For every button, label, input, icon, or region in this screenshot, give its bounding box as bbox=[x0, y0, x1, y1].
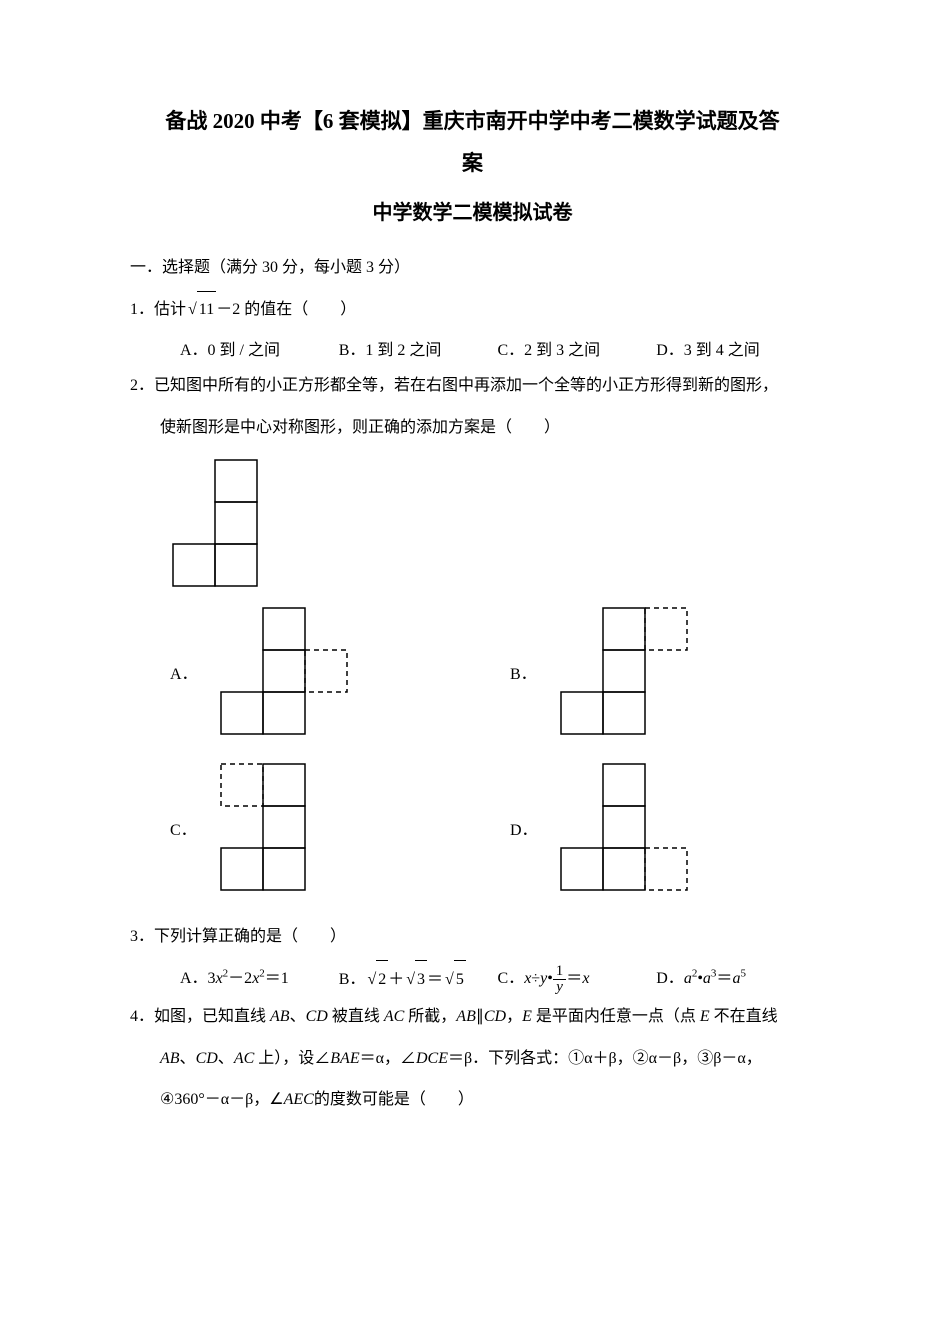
q4-l1-t2: 被直线 bbox=[328, 1008, 384, 1025]
q3C-pre: C． bbox=[498, 970, 525, 987]
q1-stem-prefix: 1．估计 bbox=[130, 301, 186, 318]
q3B-sqrt1: 2 bbox=[365, 960, 388, 999]
main-title: 备战 2020 中考【6 套模拟】重庆市南开中学中考二模数学试题及答 bbox=[130, 100, 815, 142]
q2-colA: A． bbox=[130, 607, 470, 737]
q1-optB: B．1 到 2 之间 bbox=[339, 333, 498, 368]
q3B-sqrt3: 5 bbox=[443, 960, 466, 999]
q3-optD: D．a2•a3＝a5 bbox=[656, 960, 815, 999]
q4-l1-t1: 、 bbox=[290, 1008, 306, 1025]
q2-colB: B． bbox=[470, 607, 730, 737]
q4-l1-t5: 是平面内任意一点（点 bbox=[532, 1008, 700, 1025]
q4-l1-cd2: CD bbox=[484, 1008, 506, 1025]
q2-colD: D． bbox=[470, 763, 730, 893]
question-4-l1: 4．如图，已知直线 AB、CD 被直线 AC 所截，AB∥CD，E 是平面内任意… bbox=[130, 999, 815, 1034]
q2-figD bbox=[560, 763, 730, 893]
q4-l2-cd: CD bbox=[196, 1050, 218, 1067]
q2-colC: C． bbox=[130, 763, 470, 893]
q2-row-ab: A． B． bbox=[130, 607, 815, 737]
q1-radicand: 11 bbox=[197, 291, 216, 327]
q4-l1-t6: 不在直线 bbox=[710, 1008, 778, 1025]
q2-figA bbox=[220, 607, 390, 737]
q4-l1-ab: AB bbox=[270, 1008, 290, 1025]
q4-l1-pre: 4．如图，已知直线 bbox=[130, 1008, 270, 1025]
q4-l1-ab2: AB bbox=[456, 1008, 476, 1025]
subtitle: 中学数学二模模拟试卷 bbox=[130, 196, 815, 225]
sqrt-icon: 11 bbox=[186, 291, 216, 327]
question-1: 1．估计 11－2 的值在（ ） bbox=[130, 291, 815, 327]
question-2: 2．已知图中所有的小正方形都全等，若在右图中再添加一个全等的小正方形得到新的图形… bbox=[130, 368, 815, 403]
q3B-pre: B． bbox=[339, 971, 366, 988]
q3-optB: B． 2＋ 3＝ 5 bbox=[339, 960, 498, 999]
q3B-eq: ＝ bbox=[427, 971, 443, 988]
question-4-l2: AB、CD、AC 上），设∠BAE＝α，∠DCE＝β．下列各式：①α＋β，②α－… bbox=[130, 1041, 815, 1076]
q3D-pre: D． bbox=[656, 970, 684, 987]
q2-labelA: A． bbox=[130, 660, 220, 684]
q4-l3-pre: ④360°－α－β，∠ bbox=[160, 1091, 284, 1108]
q2-labelD: D． bbox=[470, 816, 560, 840]
q1-optC: C．2 到 3 之间 bbox=[498, 333, 657, 368]
question-3: 3．下列计算正确的是（ ） bbox=[130, 919, 815, 954]
q4-l2-t3: 上），设∠ bbox=[254, 1050, 330, 1067]
q3C-eq: ＝ bbox=[566, 970, 582, 987]
q3C-div: ÷ bbox=[531, 970, 540, 987]
q3C-den: y bbox=[553, 979, 567, 995]
q2-labelC: C． bbox=[130, 816, 220, 840]
q4-l2-bae: BAE bbox=[330, 1050, 359, 1067]
q1-optD: D．3 到 4 之间 bbox=[656, 333, 815, 368]
title-line1: 备战 2020 中考【6 套模拟】重庆市南开中学中考二模数学试题及答 bbox=[165, 109, 779, 133]
q3C-num: 1 bbox=[553, 964, 567, 979]
q4-l1-e2: E bbox=[700, 1008, 710, 1025]
question-2-l2: 使新图形是中心对称图形，则正确的添加方案是（ ） bbox=[130, 410, 815, 445]
q4-l1-ac: AC bbox=[384, 1008, 404, 1025]
q2-stem-l1: 2．已知图中所有的小正方形都全等，若在右图中再添加一个全等的小正方形得到新的图形… bbox=[130, 377, 778, 394]
q3A-x1: x bbox=[216, 970, 223, 987]
main-title-line2: 案 bbox=[130, 142, 815, 184]
exam-page: 备战 2020 中考【6 套模拟】重庆市南开中学中考二模数学试题及答 案 中学数… bbox=[0, 0, 945, 1183]
q3-optC: C．x÷y•1y＝x bbox=[498, 960, 657, 999]
q4-l2-t5: ＝β．下列各式：①α＋β，②α－β，③β－α， bbox=[448, 1050, 762, 1067]
q4-l2-t4: ＝α，∠ bbox=[360, 1050, 416, 1067]
q3-options: A．3x2－2x2＝1 B．2＋3＝5 C．x÷y•1y＝x D．a2•a3＝a… bbox=[130, 960, 815, 999]
q3D-a1: a bbox=[684, 970, 692, 987]
q3B-r1: 2 bbox=[376, 960, 388, 999]
q3B-plus: ＋ bbox=[388, 971, 404, 988]
q3A-mid: －2 bbox=[228, 970, 252, 987]
q3B-r2: 3 bbox=[415, 960, 427, 999]
q4-l3-t2: 的度数可能是（ ） bbox=[314, 1091, 474, 1108]
q2-row-cd: C． D． bbox=[130, 763, 815, 893]
q4-l1-par: ∥ bbox=[476, 1008, 484, 1025]
q3D-a2: a bbox=[703, 970, 711, 987]
q3B-sqrt2: 3 bbox=[404, 960, 427, 999]
q4-l2-dce: DCE bbox=[416, 1050, 448, 1067]
q4-l2-t1: 、 bbox=[180, 1050, 196, 1067]
q1-stem-suffix: －2 的值在（ ） bbox=[216, 301, 356, 318]
section-header: 一．选择题（满分 30 分，每小题 3 分） bbox=[130, 253, 815, 277]
q2-base-svg bbox=[172, 459, 302, 589]
q2-figB bbox=[560, 607, 730, 737]
title-line2: 案 bbox=[462, 151, 483, 175]
q2-base-figure bbox=[172, 459, 815, 589]
q4-l1-cd: CD bbox=[306, 1008, 328, 1025]
q4-l1-e: E bbox=[522, 1008, 532, 1025]
q3A-pre: A．3 bbox=[180, 970, 216, 987]
question-4-l3: ④360°－α－β，∠AEC的度数可能是（ ） bbox=[130, 1082, 815, 1117]
q3A-eq: ＝1 bbox=[265, 970, 289, 987]
q3D-sup3: 5 bbox=[740, 968, 746, 980]
q4-l1-t3: 所截， bbox=[404, 1008, 456, 1025]
q4-l2-t2: 、 bbox=[218, 1050, 234, 1067]
q2-stem-l2: 使新图形是中心对称图形，则正确的添加方案是（ ） bbox=[160, 419, 560, 436]
q1-options: A．0 到 / 之间 B．1 到 2 之间 C．2 到 3 之间 D．3 到 4… bbox=[130, 333, 815, 368]
q4-l2-ac: AC bbox=[234, 1050, 254, 1067]
q2-labelB: B． bbox=[470, 660, 560, 684]
q3-optA: A．3x2－2x2＝1 bbox=[180, 960, 339, 999]
q3D-eq: ＝ bbox=[716, 970, 732, 987]
q3C-x2: x bbox=[582, 970, 589, 987]
q1-optA: A．0 到 / 之间 bbox=[180, 333, 339, 368]
q4-l1-t4: ， bbox=[506, 1008, 522, 1025]
q3C-frac: 1y bbox=[553, 964, 567, 995]
q4-l3-aec: AEC bbox=[284, 1091, 314, 1108]
q4-l2-ab: AB bbox=[160, 1050, 180, 1067]
q2-figC bbox=[220, 763, 390, 893]
q3B-r3: 5 bbox=[454, 960, 466, 999]
